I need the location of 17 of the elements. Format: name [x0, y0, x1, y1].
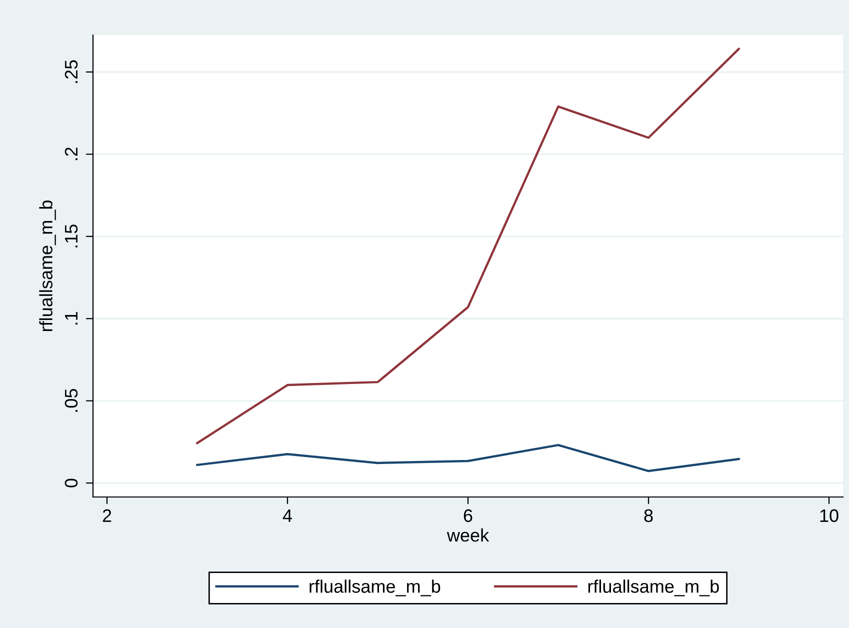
line-series: [196, 444, 740, 472]
x-tick-label: 2: [102, 509, 112, 522]
y-tick-label: .2: [64, 148, 78, 160]
x-tick-label: 6: [464, 509, 472, 522]
y-tick-label: .1: [65, 312, 78, 324]
x-tick-label: 8: [644, 509, 653, 522]
legend-label: rfluallsame_m_b: [588, 580, 719, 596]
y-tick-label: .15: [65, 224, 78, 248]
line-series: [196, 48, 740, 444]
x-tick-label: 4: [282, 509, 292, 522]
x-tick-label: 10: [820, 509, 838, 522]
legend-label: rfluallsame_m_b: [310, 580, 440, 596]
y-axis-title: rfluallsame_m_b: [39, 200, 56, 332]
x-axis-title: week: [446, 528, 490, 542]
y-tick-label: 0: [64, 478, 78, 488]
y-tick-label: .05: [64, 389, 78, 412]
y-tick-label: .25: [64, 60, 78, 83]
